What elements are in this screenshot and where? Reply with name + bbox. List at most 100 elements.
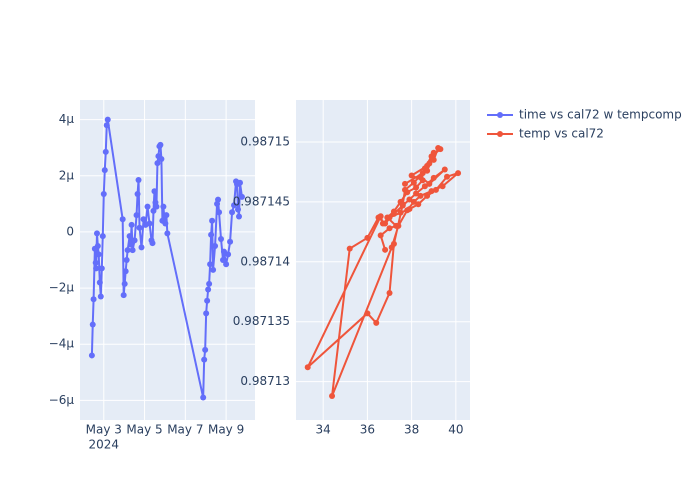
data-point xyxy=(377,232,384,239)
data-point xyxy=(127,241,134,248)
data-point xyxy=(124,247,131,254)
data-point xyxy=(203,310,210,317)
data-point xyxy=(158,155,165,162)
x-tick-label: May 7 xyxy=(167,423,203,437)
y-tick-label: 0.987145 xyxy=(233,194,290,208)
data-point xyxy=(101,167,108,174)
x-tick-label: May 9 xyxy=(208,423,244,437)
data-point xyxy=(164,230,171,237)
x-tick-label: 38 xyxy=(404,423,419,437)
data-point xyxy=(413,184,420,191)
data-point xyxy=(210,266,217,273)
data-point xyxy=(413,190,420,197)
data-point xyxy=(455,170,462,177)
data-point xyxy=(437,146,444,153)
data-point xyxy=(215,196,222,203)
data-point xyxy=(227,238,234,245)
data-point xyxy=(128,221,135,228)
data-point xyxy=(202,346,209,353)
plot-area xyxy=(296,100,470,420)
data-point xyxy=(304,364,311,371)
x-year-label: 2024 xyxy=(89,438,120,452)
x-tick-label: 34 xyxy=(316,423,331,437)
data-point xyxy=(206,280,213,287)
data-point xyxy=(406,206,413,213)
data-point xyxy=(88,352,95,359)
data-point xyxy=(444,173,451,180)
x-tick-label: 36 xyxy=(360,423,375,437)
data-point xyxy=(209,217,216,224)
data-point xyxy=(399,201,406,208)
y-tick-label: 0.98714 xyxy=(240,254,290,268)
data-point xyxy=(162,220,169,227)
data-point xyxy=(92,259,99,266)
data-point xyxy=(373,319,380,326)
data-point xyxy=(104,116,111,123)
data-point xyxy=(207,261,214,268)
legend-label: temp vs cal72 xyxy=(519,127,604,141)
data-point xyxy=(154,160,161,167)
data-point xyxy=(93,265,100,272)
legend-label: time vs cal72 w tempcomp xyxy=(519,108,682,122)
data-point xyxy=(231,202,238,209)
data-point xyxy=(126,233,133,240)
data-point xyxy=(406,196,413,203)
data-point xyxy=(419,170,426,177)
x-tick-label: 40 xyxy=(448,423,463,437)
y-tick-label: 0.98715 xyxy=(240,134,290,148)
data-point xyxy=(382,246,389,253)
data-point xyxy=(103,122,110,129)
data-point xyxy=(200,394,207,401)
data-point xyxy=(131,237,138,244)
data-point xyxy=(96,279,103,286)
data-point xyxy=(153,203,160,210)
data-point xyxy=(329,393,336,400)
legend-marker xyxy=(497,112,503,118)
data-point xyxy=(401,180,408,187)
y-tick-label: 0 xyxy=(66,224,74,238)
data-point xyxy=(99,233,106,240)
data-point xyxy=(135,177,142,183)
data-point xyxy=(121,280,128,287)
data-point xyxy=(97,293,104,300)
data-point xyxy=(430,174,437,181)
data-point xyxy=(133,212,140,219)
data-point xyxy=(223,261,230,268)
data-point xyxy=(410,179,417,186)
y-tick-label: 0.987135 xyxy=(233,314,290,328)
y-tick-label: 0.98713 xyxy=(240,374,290,388)
data-point xyxy=(90,296,97,303)
data-point xyxy=(123,257,130,263)
data-point xyxy=(432,186,439,193)
data-point xyxy=(395,222,402,229)
legend-marker xyxy=(497,131,503,137)
data-point xyxy=(426,180,433,187)
data-point xyxy=(410,198,417,205)
data-point xyxy=(146,220,153,227)
data-point xyxy=(138,244,145,251)
y-tick-label: 4µ xyxy=(59,112,75,126)
data-point xyxy=(129,247,136,254)
data-point xyxy=(122,268,129,275)
data-point xyxy=(208,231,215,238)
data-point xyxy=(119,216,126,223)
data-point xyxy=(424,192,431,199)
data-point xyxy=(120,292,127,299)
data-point xyxy=(157,141,164,148)
data-point xyxy=(201,356,208,363)
data-point xyxy=(163,212,170,219)
data-point xyxy=(439,183,446,190)
data-point xyxy=(421,183,428,190)
data-point xyxy=(216,209,223,216)
data-point xyxy=(397,209,404,216)
data-point xyxy=(236,179,243,186)
data-point xyxy=(160,203,167,210)
data-point xyxy=(140,216,147,223)
data-point xyxy=(151,188,158,195)
y-tick-label: −6µ xyxy=(49,393,75,407)
data-point xyxy=(102,148,109,155)
data-point xyxy=(390,210,397,217)
data-point xyxy=(98,265,105,272)
data-point xyxy=(204,297,211,304)
